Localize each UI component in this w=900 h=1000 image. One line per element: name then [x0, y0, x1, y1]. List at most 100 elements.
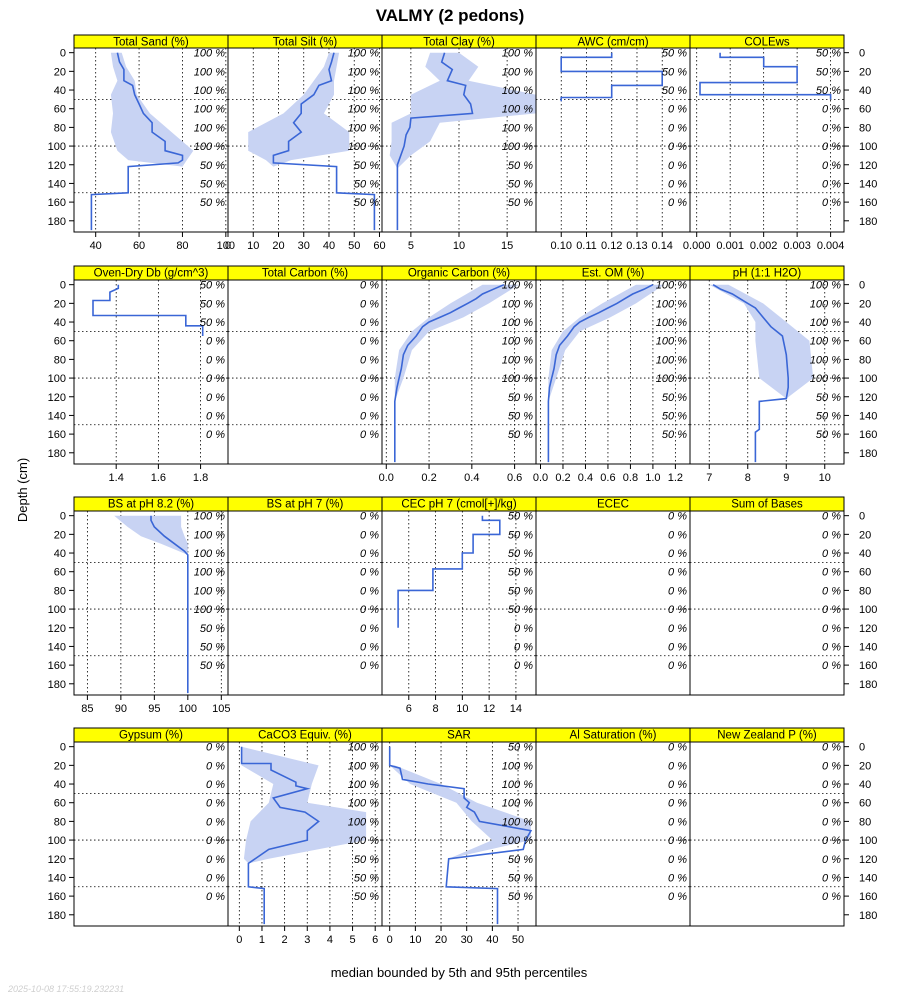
sample-percent-label: 0 % [822, 548, 841, 560]
median-line [560, 52, 664, 102]
y-tick-label: 140 [48, 872, 66, 884]
x-tick-label: 0.4 [464, 472, 479, 484]
panel-title: New Zealand P (%) [717, 730, 817, 742]
y-tick-label: 160 [48, 429, 66, 441]
sample-percent-label: 100 % [502, 48, 533, 60]
y-tick-label: 100 [48, 835, 66, 847]
sample-percent-label: 0 % [668, 623, 687, 635]
sample-percent-label: 100 % [194, 548, 225, 560]
panel: AWC (cm/cm) 50 % 50 % 50 % 0 % 0 % 0 % 0 % 0 % 0 … [535, 34, 691, 252]
x-tick-label: 95 [148, 703, 160, 715]
sample-percent-label: 0 % [360, 317, 379, 329]
sample-percent-label: 50 % [662, 48, 687, 60]
sample-percent-label: 100 % [502, 317, 533, 329]
x-tick-label: 6 [372, 934, 378, 946]
percentile-band [389, 765, 531, 859]
sample-percent-label: 50 % [508, 567, 533, 579]
panel-border [689, 47, 845, 233]
panel-title: CaCO3 Equiv. (%) [258, 730, 352, 742]
sample-percent-label: 100 % [502, 354, 533, 366]
sample-percent-label: 50 % [354, 854, 379, 866]
sample-percent-label: 100 % [502, 66, 533, 78]
median-line [547, 283, 654, 463]
sample-percent-label: 100 % [656, 280, 687, 292]
panel-title: Total Silt (%) [273, 37, 338, 49]
sample-percent-label: 0 % [822, 585, 841, 597]
sample-percent-label: 0 % [822, 141, 841, 153]
y-tick-label: 0 [859, 742, 865, 754]
percentile-band [248, 52, 350, 167]
y-tick-label: 60 [859, 567, 871, 579]
y-tick-label: 100 [48, 604, 66, 616]
x-tick-label: 80 [176, 240, 188, 252]
sample-percent-label: 0 % [206, 354, 225, 366]
sample-percent-label: 0 % [206, 779, 225, 791]
y-tick-label: 0 [60, 48, 66, 60]
sample-percent-label: 0 % [822, 660, 841, 672]
sample-percent-label: 50 % [508, 585, 533, 597]
x-tick-label: 40 [323, 240, 335, 252]
y-tick-label: 40 [859, 317, 871, 329]
sample-percent-label: 0 % [668, 529, 687, 541]
panel-title: ECEC [597, 499, 629, 511]
y-tick-label: 20 [54, 760, 66, 772]
sample-percent-label: 0 % [822, 104, 841, 116]
y-tick-label: 20 [54, 298, 66, 310]
x-tick-label: 3 [304, 934, 310, 946]
panel: Est. OM (%) 100 % 100 % 100 % 100 % 100 % 100 … [533, 265, 691, 484]
y-tick-label: 0 [859, 280, 865, 292]
y-tick-label: 140 [859, 178, 877, 190]
sample-percent-label: 0 % [360, 641, 379, 653]
sample-percent-label: 0 % [668, 104, 687, 116]
sample-percent-label: 0 % [822, 567, 841, 579]
sample-percent-label: 50 % [816, 429, 841, 441]
y-tick-label: 180 [859, 679, 877, 691]
x-tick-label: 10 [247, 240, 259, 252]
sample-percent-label: 50 % [662, 410, 687, 422]
panel-border [689, 510, 845, 696]
y-tick-label: 0 [859, 511, 865, 523]
sample-percent-label: 100 % [348, 85, 379, 97]
median-line [388, 746, 533, 925]
sample-percent-label: 100 % [656, 354, 687, 366]
sample-percent-label: 100 % [502, 336, 533, 348]
y-tick-label: 40 [54, 85, 66, 97]
y-tick-label: 20 [859, 298, 871, 310]
sample-percent-label: 50 % [200, 623, 225, 635]
y-tick-label: 60 [54, 104, 66, 116]
sample-percent-label: 0 % [668, 835, 687, 847]
sample-percent-label: 0 % [668, 567, 687, 579]
y-tick-label: 80 [859, 354, 871, 366]
sample-percent-label: 0 % [206, 760, 225, 772]
panel-border [73, 741, 229, 927]
sample-percent-label: 100 % [502, 798, 533, 810]
x-tick-label: 30 [298, 240, 310, 252]
sample-percent-label: 50 % [508, 160, 533, 172]
panel-title: Total Carbon (%) [262, 268, 348, 280]
sample-percent-label: 0 % [360, 623, 379, 635]
sample-percent-label: 100 % [810, 336, 841, 348]
x-tick-label: 50 [512, 934, 524, 946]
panel-border [227, 279, 383, 465]
y-tick-label: 100 [859, 373, 877, 385]
sample-percent-label: 0 % [514, 641, 533, 653]
sample-percent-label: 0 % [668, 854, 687, 866]
sample-percent-label: 0 % [668, 548, 687, 560]
sample-percent-label: 100 % [194, 66, 225, 78]
sample-percent-label: 0 % [822, 742, 841, 754]
median-line [396, 52, 474, 231]
x-tick-label: 0.12 [601, 240, 622, 252]
y-tick-label: 120 [859, 392, 877, 404]
panel: Gypsum (%) 0 % 0 % 0 % 0 % 0 % 0 % 0 % 0 % 0 % 0 20… [48, 727, 229, 927]
x-tick-label: 0.11 [576, 240, 597, 252]
sample-percent-label: 50 % [354, 160, 379, 172]
sample-percent-label: 0 % [206, 798, 225, 810]
sample-percent-label: 0 % [822, 872, 841, 884]
y-tick-label: 40 [54, 548, 66, 560]
timestamp: 2025-10-08 17:55:19.232231 [7, 984, 124, 994]
y-tick-label: 80 [54, 816, 66, 828]
y-tick-label: 40 [54, 779, 66, 791]
y-tick-label: 140 [859, 641, 877, 653]
panel-title: Organic Carbon (%) [408, 268, 510, 280]
